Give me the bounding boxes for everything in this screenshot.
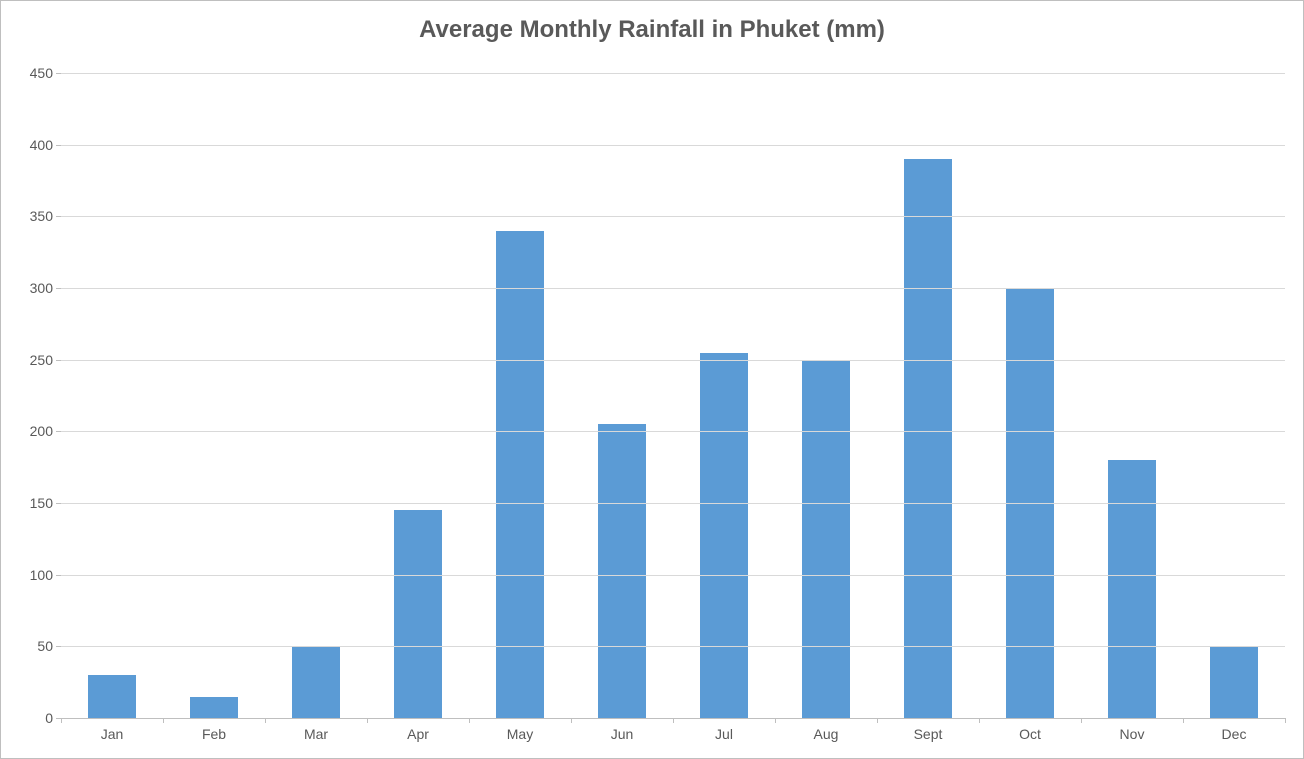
bar-slot: Sept xyxy=(877,73,979,718)
x-tick-mark xyxy=(979,718,980,723)
bar-slot: Oct xyxy=(979,73,1081,718)
x-tick-label: Feb xyxy=(202,718,226,742)
bar-slot: Dec xyxy=(1183,73,1285,718)
y-tick-mark xyxy=(56,503,61,504)
bars-layer: JanFebMarAprMayJunJulAugSeptOctNovDec xyxy=(61,73,1285,718)
x-tick-mark xyxy=(163,718,164,723)
y-tick-mark xyxy=(56,646,61,647)
chart-title: Average Monthly Rainfall in Phuket (mm) xyxy=(1,16,1303,44)
bar xyxy=(496,231,545,718)
bar-slot: Jun xyxy=(571,73,673,718)
x-tick-label: Nov xyxy=(1120,718,1145,742)
x-tick-label: Oct xyxy=(1019,718,1041,742)
x-tick-mark xyxy=(877,718,878,723)
x-tick-label: Apr xyxy=(407,718,429,742)
x-tick-label: Aug xyxy=(814,718,839,742)
y-tick-mark xyxy=(56,431,61,432)
gridline xyxy=(61,431,1285,432)
x-tick-mark xyxy=(1183,718,1184,723)
bar-slot: Mar xyxy=(265,73,367,718)
bar-slot: Nov xyxy=(1081,73,1183,718)
chart-frame: Average Monthly Rainfall in Phuket (mm) … xyxy=(0,0,1304,759)
x-tick-mark xyxy=(61,718,62,723)
y-tick-mark xyxy=(56,360,61,361)
bar xyxy=(598,424,647,718)
x-tick-label: May xyxy=(507,718,533,742)
x-tick-mark xyxy=(673,718,674,723)
gridline xyxy=(61,216,1285,217)
bar-slot: Jul xyxy=(673,73,775,718)
x-tick-label: Jun xyxy=(611,718,634,742)
bar xyxy=(1210,646,1259,718)
x-tick-mark xyxy=(1285,718,1286,723)
bar-slot: Feb xyxy=(163,73,265,718)
plot-area: JanFebMarAprMayJunJulAugSeptOctNovDec 05… xyxy=(61,73,1285,718)
y-tick-mark xyxy=(56,575,61,576)
bar-slot: Aug xyxy=(775,73,877,718)
x-tick-label: Jul xyxy=(715,718,733,742)
x-tick-label: Sept xyxy=(914,718,943,742)
bar-slot: Apr xyxy=(367,73,469,718)
x-tick-mark xyxy=(571,718,572,723)
x-tick-mark xyxy=(1081,718,1082,723)
bar xyxy=(904,159,953,718)
x-tick-mark xyxy=(775,718,776,723)
bar xyxy=(190,697,239,719)
gridline xyxy=(61,145,1285,146)
bar xyxy=(88,675,137,718)
x-tick-label: Mar xyxy=(304,718,328,742)
x-tick-mark xyxy=(265,718,266,723)
x-tick-mark xyxy=(469,718,470,723)
x-tick-mark xyxy=(367,718,368,723)
bar xyxy=(292,646,341,718)
gridline xyxy=(61,503,1285,504)
bar-slot: Jan xyxy=(61,73,163,718)
x-tick-label: Jan xyxy=(101,718,124,742)
y-tick-mark xyxy=(56,288,61,289)
bar xyxy=(394,510,443,718)
gridline xyxy=(61,73,1285,74)
bar-slot: May xyxy=(469,73,571,718)
y-tick-mark xyxy=(56,216,61,217)
y-tick-mark xyxy=(56,73,61,74)
x-tick-label: Dec xyxy=(1222,718,1247,742)
gridline xyxy=(61,575,1285,576)
gridline xyxy=(61,360,1285,361)
gridline xyxy=(61,288,1285,289)
bar xyxy=(1108,460,1157,718)
bar xyxy=(700,353,749,719)
y-tick-mark xyxy=(56,145,61,146)
bar xyxy=(802,360,851,718)
gridline xyxy=(61,646,1285,647)
